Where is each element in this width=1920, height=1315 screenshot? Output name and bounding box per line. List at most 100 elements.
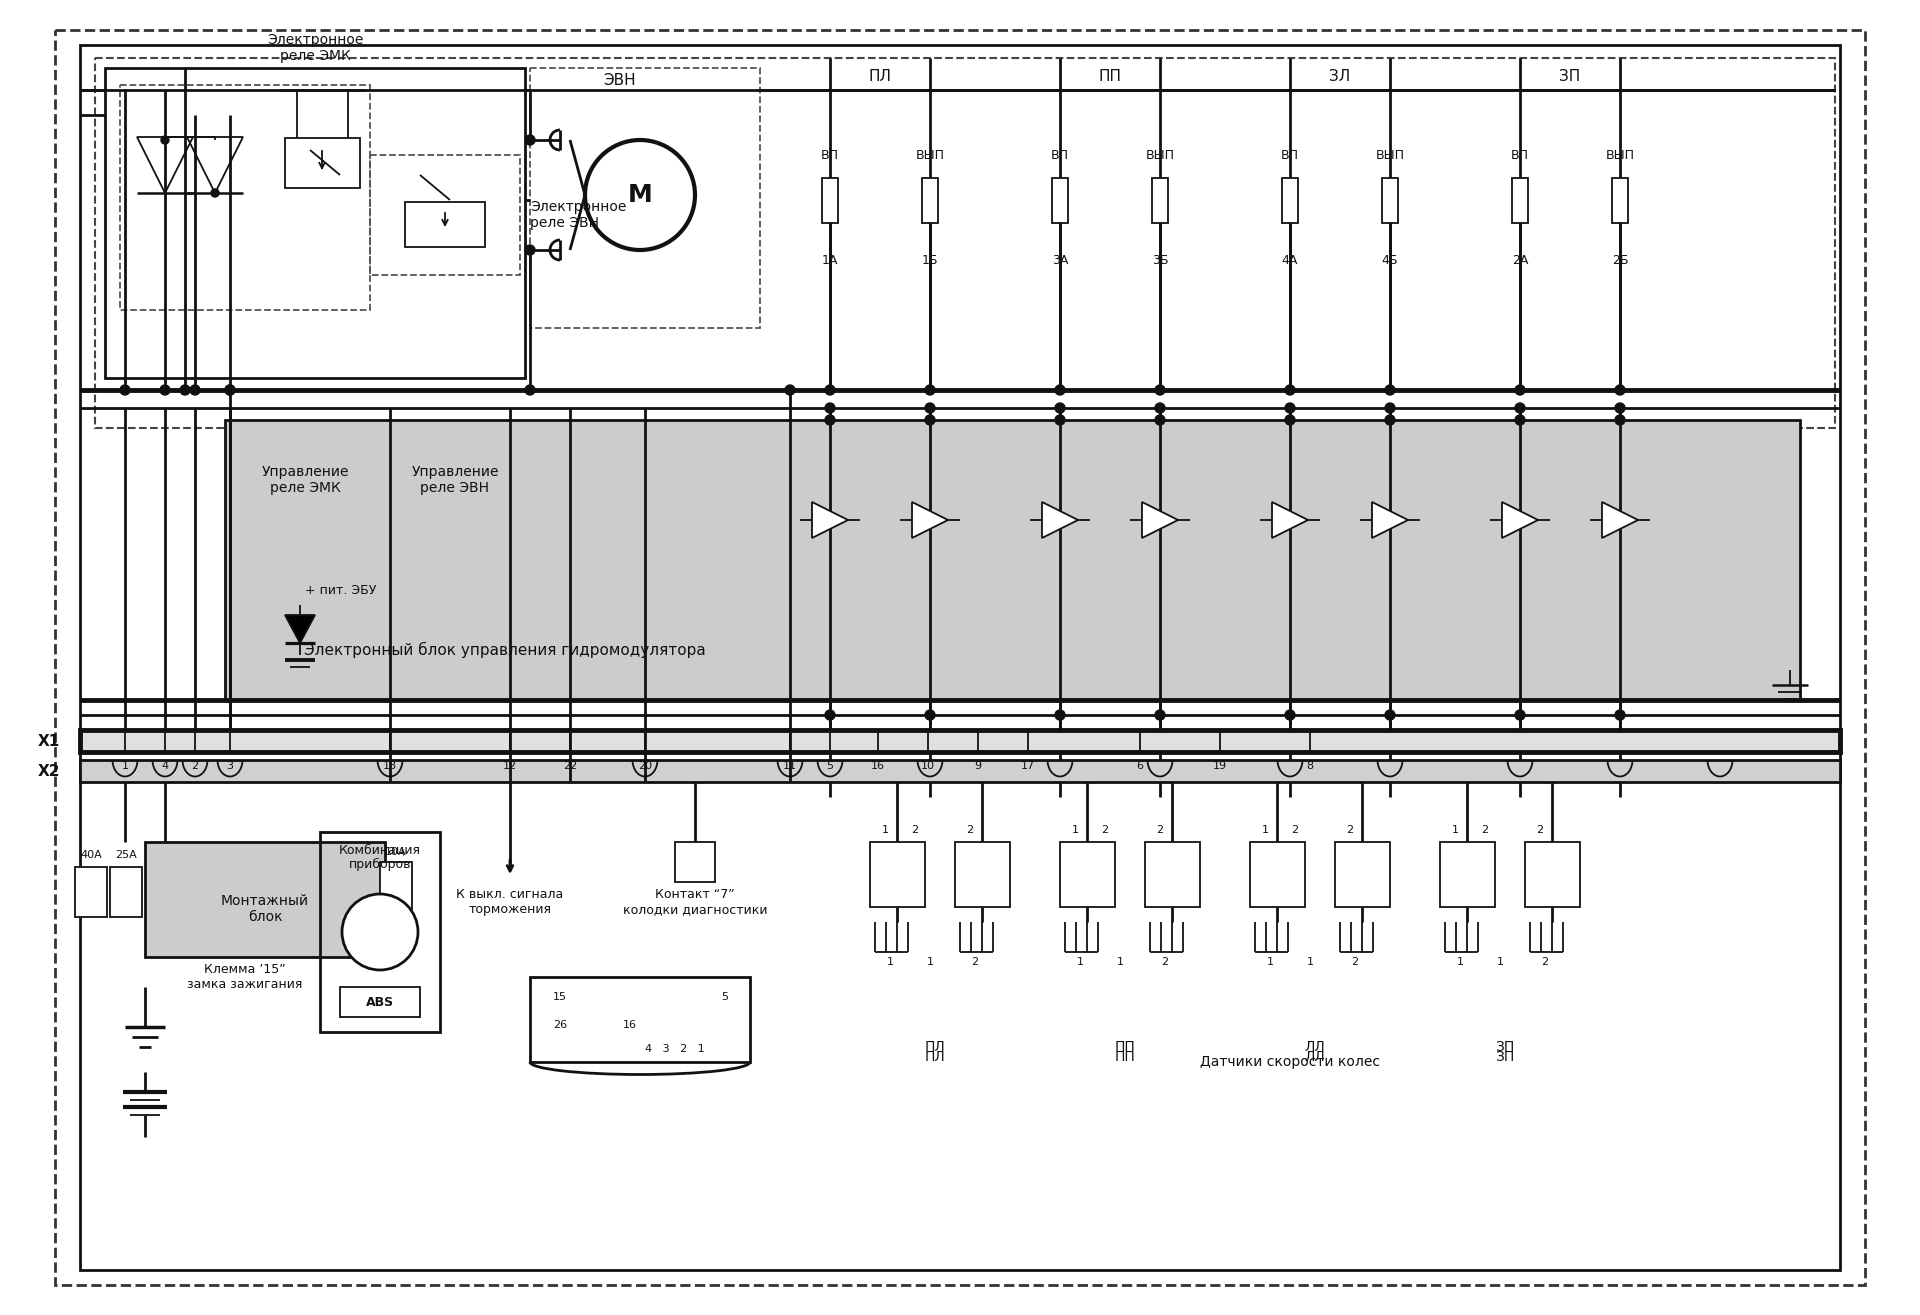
Bar [1052,178,1068,224]
Text: 3: 3 [227,761,234,771]
Bar [225,419,1801,700]
Bar [530,68,760,327]
Text: 9: 9 [975,761,981,771]
Text: ВЫП: ВЫП [1146,149,1175,162]
Circle shape [785,385,795,394]
Circle shape [925,710,935,721]
Polygon shape [1043,502,1077,538]
Text: ВП: ВП [1511,149,1528,162]
Text: 2: 2 [1102,825,1108,835]
Text: 25А: 25А [115,849,136,860]
Bar [1382,178,1398,224]
Circle shape [925,416,935,425]
Circle shape [1384,710,1396,721]
Text: 40А: 40А [81,849,102,860]
Text: ЛЛ: ЛЛ [1304,1040,1325,1055]
Circle shape [211,189,219,197]
Circle shape [1615,385,1624,394]
Text: ПЛ: ПЛ [925,1049,945,1064]
Text: 1: 1 [1261,825,1269,835]
Circle shape [1054,710,1066,721]
Bar [1144,842,1200,907]
Text: 1: 1 [1267,957,1273,967]
Text: 2: 2 [1292,825,1298,835]
Text: 2: 2 [1536,825,1544,835]
Text: 6: 6 [1137,761,1144,771]
Text: 2: 2 [1156,825,1164,835]
Circle shape [1384,416,1396,425]
Text: ПЛ: ПЛ [868,68,891,83]
Polygon shape [284,615,315,643]
Circle shape [1615,416,1624,425]
Text: 3А: 3А [1052,254,1068,267]
Circle shape [1054,402,1066,413]
Text: ВП: ВП [822,149,839,162]
Text: 19: 19 [1213,761,1227,771]
Bar [81,730,1839,752]
Circle shape [1156,402,1165,413]
Text: 16: 16 [872,761,885,771]
Circle shape [1156,710,1165,721]
Circle shape [161,135,169,145]
Text: ЗП: ЗП [1559,68,1580,83]
Text: 1А: 1А [822,254,839,267]
Text: Монтажный
блок: Монтажный блок [221,894,309,924]
Circle shape [1156,416,1165,425]
Bar [1283,178,1298,224]
Polygon shape [1142,502,1179,538]
Text: 4: 4 [161,761,169,771]
Text: ВЫП: ВЫП [1375,149,1405,162]
Text: ЭВН: ЭВН [603,72,636,88]
Bar [321,832,440,1032]
Circle shape [826,385,835,394]
Text: ЗП: ЗП [1496,1049,1515,1064]
Circle shape [1054,385,1066,394]
Text: ПЛ: ПЛ [925,1040,945,1055]
Text: ВЫП: ВЫП [916,149,945,162]
Text: 4А: 4А [1283,254,1298,267]
Text: 11: 11 [783,761,797,771]
Text: M: M [628,183,653,206]
Text: 20: 20 [637,761,653,771]
Bar [676,842,714,882]
Bar [340,988,420,1016]
Text: Электронное
реле ЭВН: Электронное реле ЭВН [530,200,626,230]
Text: X1: X1 [38,734,60,748]
Bar [75,867,108,917]
Bar [922,178,939,224]
Polygon shape [1501,502,1538,538]
Text: 12: 12 [503,761,516,771]
Text: 5: 5 [722,992,728,1002]
Circle shape [1615,710,1624,721]
Text: 1: 1 [1452,825,1459,835]
Polygon shape [912,502,948,538]
Text: Управление
реле ЭМК: Управление реле ЭМК [261,466,349,496]
Bar [1513,178,1528,224]
Bar [1334,842,1390,907]
Bar [106,68,524,377]
Text: 1Б: 1Б [922,254,939,267]
Bar [405,203,486,247]
Bar [109,867,142,917]
Text: Управление
реле ЭВН: Управление реле ЭВН [411,466,499,496]
Circle shape [1384,402,1396,413]
Bar [284,138,361,188]
Text: Электронное
реле ЭМК: Электронное реле ЭМК [267,33,363,63]
Polygon shape [1271,502,1308,538]
Text: 2: 2 [966,825,973,835]
Circle shape [1156,385,1165,394]
Polygon shape [1601,502,1638,538]
Text: 4Б: 4Б [1382,254,1398,267]
Bar [119,85,371,310]
Circle shape [826,710,835,721]
Bar [94,58,1836,427]
Circle shape [524,385,536,394]
Circle shape [1515,416,1524,425]
Circle shape [1515,710,1524,721]
Bar [1613,178,1628,224]
Text: 1: 1 [1117,957,1123,967]
Text: 2А: 2А [1511,254,1528,267]
Circle shape [1615,402,1624,413]
Bar [530,977,751,1063]
Text: Клемма ’15”
замка зажигания: Клемма ’15” замка зажигания [188,963,303,992]
